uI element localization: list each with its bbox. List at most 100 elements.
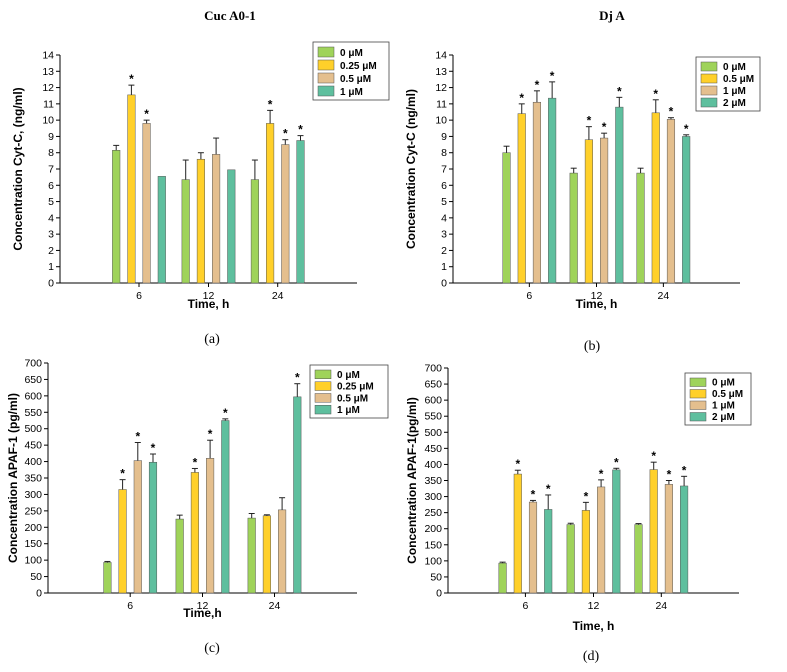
legend-label: 0.5 μM (723, 74, 754, 85)
y-tick-label: 400 (24, 456, 42, 468)
bar (651, 112, 660, 284)
y-tick-label: 550 (424, 411, 442, 423)
y-tick-label: 9 (48, 131, 54, 143)
x-axis-title: Time,h (183, 606, 221, 620)
y-tick-label: 3 (48, 229, 54, 241)
significance-star: * (208, 427, 213, 441)
y-tick-label: 600 (424, 395, 442, 407)
bar (281, 144, 290, 284)
bar (247, 517, 256, 594)
legend-label: 0.25 μM (340, 61, 377, 72)
significance-star: * (617, 84, 622, 98)
bar (227, 169, 236, 284)
title-right: Dj A (599, 8, 625, 23)
bar (636, 172, 645, 284)
legend-swatch (314, 405, 332, 415)
bar (296, 140, 305, 284)
bar (142, 123, 151, 284)
y-tick-label: 0 (48, 278, 54, 290)
y-tick-label: 250 (424, 507, 442, 519)
y-tick-label: 13 (42, 66, 54, 78)
legend-swatch (314, 369, 332, 379)
y-tick-label: 10 (435, 115, 447, 127)
significance-star: * (531, 487, 536, 501)
legend-label: 0.5 μM (340, 74, 371, 85)
bar (597, 486, 606, 594)
y-tick-label: 250 (24, 505, 42, 517)
significance-star: * (135, 430, 140, 444)
legend-swatch (700, 97, 718, 108)
legend-swatch (700, 85, 718, 96)
bar (212, 154, 221, 284)
legend-label: 2 μM (712, 412, 735, 423)
y-tick-label: 6 (48, 180, 54, 192)
significance-star: * (614, 455, 619, 469)
y-tick-label: 150 (424, 539, 442, 551)
y-tick-label: 400 (424, 459, 442, 471)
y-tick-label: 3 (441, 229, 447, 241)
x-axis-title: Time, h (573, 619, 615, 633)
legend-label: 1 μM (723, 86, 746, 97)
bar (664, 484, 673, 594)
bar (262, 515, 271, 594)
y-tick-label: 650 (424, 379, 442, 391)
y-tick-label: 50 (30, 571, 42, 583)
bar (544, 509, 553, 594)
y-tick-label: 12 (435, 82, 447, 94)
legend-label: 2 μM (723, 98, 746, 109)
bar (133, 460, 142, 594)
legend-label: 0 μM (340, 48, 363, 59)
y-tick-label: 600 (24, 390, 42, 402)
y-tick-label: 450 (24, 440, 42, 452)
significance-star: * (546, 482, 551, 496)
y-tick-label: 5 (441, 196, 447, 208)
bar (103, 562, 112, 594)
bar (517, 113, 526, 284)
bar (157, 176, 166, 284)
legend-label: 1 μM (712, 401, 735, 412)
significance-star: * (667, 468, 672, 482)
bar (548, 97, 557, 284)
legend-swatch (314, 381, 332, 391)
bar (634, 524, 643, 594)
legend-swatch (689, 389, 707, 399)
y-tick-label: 150 (24, 538, 42, 550)
significance-star: * (144, 107, 149, 121)
bar (181, 179, 190, 284)
y-tick-label: 350 (424, 475, 442, 487)
significance-star: * (651, 449, 656, 463)
x-tick-label: 12 (203, 290, 215, 302)
y-tick-label: 14 (435, 50, 447, 62)
bar (649, 469, 658, 594)
significance-star: * (584, 489, 589, 503)
significance-star: * (669, 105, 674, 119)
panel-letter: (d) (583, 649, 600, 664)
y-tick-label: 50 (430, 571, 442, 583)
x-tick-label: 12 (197, 600, 209, 612)
bar (206, 458, 215, 594)
bar (502, 152, 511, 284)
x-axis-title: Time, h (576, 297, 618, 311)
significance-star: * (653, 87, 658, 101)
legend-swatch (689, 400, 707, 410)
y-tick-label: 500 (424, 427, 442, 439)
legend-label: 0 μM (712, 378, 735, 389)
legend-swatch (689, 377, 707, 387)
significance-star: * (550, 69, 555, 83)
bar (498, 562, 507, 594)
legend-label: 0 μM (723, 62, 746, 73)
legend-swatch (689, 412, 707, 422)
x-tick-label: 24 (658, 290, 670, 302)
bar (528, 501, 538, 594)
x-tick-label: 12 (588, 600, 600, 612)
bar (566, 524, 575, 594)
y-axis-title: Concentration Cyt-C, (ng/ml) (11, 87, 25, 250)
y-tick-label: 7 (441, 164, 447, 176)
significance-star: * (120, 467, 125, 481)
bar (127, 94, 136, 284)
y-tick-label: 300 (424, 491, 442, 503)
bar (266, 123, 275, 284)
bar (584, 139, 593, 284)
x-axis-title: Time, h (188, 297, 230, 311)
bar (221, 420, 230, 594)
